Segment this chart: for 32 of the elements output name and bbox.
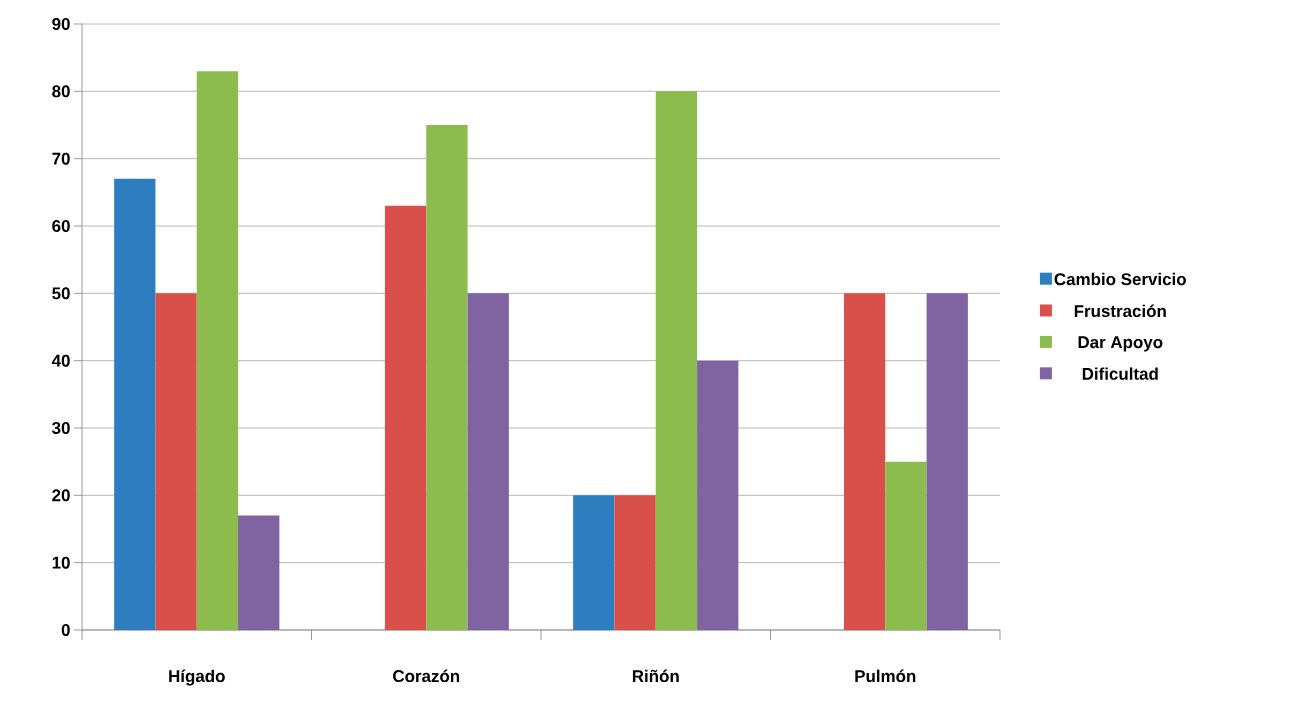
bar [426, 124, 468, 630]
bar [238, 515, 280, 630]
y-tick-label: 0 [61, 624, 70, 636]
bar [697, 360, 739, 630]
bar [467, 293, 509, 630]
legend-label: Cambio Servicio [1054, 272, 1186, 286]
x-tick-label: Corazón [393, 669, 460, 683]
legend-label: Dificultad [1082, 367, 1158, 380]
bar [196, 71, 239, 630]
bar [926, 293, 968, 630]
y-tick-label: 70 [52, 152, 70, 165]
legend-label: Dar Apoyo [1078, 336, 1163, 352]
y-tick-label: 40 [51, 354, 70, 367]
y-tick-label: 90 [52, 17, 70, 30]
bar [614, 495, 656, 630]
x-tick-label: Riñón [632, 669, 679, 683]
bar [384, 205, 427, 630]
y-tick-label: 20 [52, 489, 70, 502]
x-tick-label: Pulmón [855, 669, 916, 683]
bar [155, 293, 197, 630]
y-tick-label: 60 [52, 220, 70, 232]
bar [843, 293, 886, 630]
bar [114, 178, 156, 630]
y-tick-label: 50 [52, 287, 70, 300]
bar [885, 461, 927, 630]
y-tick-label: 10 [52, 556, 70, 569]
bar [655, 91, 698, 630]
x-tick-label: Hígado [169, 669, 225, 686]
y-tick-label: 80 [52, 85, 70, 98]
legend-label: Frustración [1074, 304, 1166, 318]
bar [573, 495, 615, 630]
y-tick-label: 30 [52, 421, 70, 434]
